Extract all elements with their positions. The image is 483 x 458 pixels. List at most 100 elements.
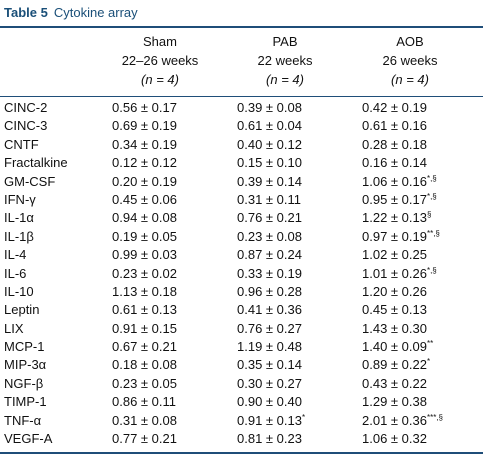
table-cell: 0.76 ± 0.21 (237, 209, 302, 227)
table-cell: 0.39 ± 0.08 (237, 99, 302, 117)
significance-marker: * (301, 412, 306, 422)
cell-value: 0.40 ± 0.12 (237, 136, 302, 152)
table-cell: 2.01 ± 0.36***,§ (362, 412, 443, 430)
table-cell: 0.96 ± 0.28 (237, 283, 302, 301)
cell-value: 0.67 ± 0.21 (112, 339, 177, 355)
cell-value: 0.81 ± 0.23 (237, 431, 302, 447)
table-cell: 0.23 ± 0.02 (112, 265, 177, 283)
cell-value: 0.61 ± 0.16 (362, 118, 427, 134)
table-cell: 0.94 ± 0.08 (112, 209, 177, 227)
cell-value: 0.99 ± 0.03 (112, 247, 177, 263)
row-label: VEGF-A (4, 431, 53, 447)
cell-value: 0.95 ± 0.17 (362, 191, 427, 207)
row-label: Fractalkine (4, 155, 68, 171)
table-row: IFN-γ 0.45 ± 0.06 0.31 ± 0.11 0.95 ± 0.17*,… (0, 191, 483, 209)
column-n: (n = 4) (141, 72, 179, 87)
cell-value: 0.31 ± 0.11 (237, 191, 301, 207)
table-title: Cytokine array (53, 5, 138, 20)
cell-value: 0.96 ± 0.28 (237, 283, 302, 299)
row-label: TIMP-1 (4, 394, 47, 410)
column-n: (n = 4) (391, 72, 429, 87)
bottom-rule (0, 452, 483, 454)
cell-value: 0.86 ± 0.11 (112, 394, 176, 410)
column-n: (n = 4) (266, 72, 304, 87)
cell-value: 0.91 ± 0.13 (237, 412, 302, 428)
header-rule (0, 96, 483, 97)
cell-value: 0.45 ± 0.06 (112, 191, 177, 207)
cell-value: 0.43 ± 0.22 (362, 375, 427, 391)
row-label: IL-4 (4, 247, 27, 263)
column-period: 22 weeks (257, 53, 313, 68)
table-cell: 0.90 ± 0.40 (237, 393, 302, 411)
table-row: CINC-3 0.69 ± 0.19 0.61 ± 0.04 0.61 ± 0.16 (0, 117, 483, 135)
cell-value: 0.30 ± 0.27 (237, 375, 302, 391)
table-row: IL-4 0.99 ± 0.03 0.87 ± 0.24 1.02 ± 0.25 (0, 246, 483, 264)
cell-value: 0.20 ± 0.19 (112, 173, 177, 189)
cell-value: 0.76 ± 0.21 (237, 210, 302, 226)
significance-marker: **,§ (426, 228, 440, 238)
table-cell: 0.95 ± 0.17*,§ (362, 191, 437, 209)
cell-value: 0.87 ± 0.24 (237, 247, 302, 263)
table-cell: 0.61 ± 0.13 (112, 301, 177, 319)
table-cell: 1.40 ± 0.09** (362, 338, 433, 356)
column-name: PAB (272, 34, 298, 49)
table-cell: 1.22 ± 0.13§ (362, 209, 431, 227)
table-cell: 0.81 ± 0.23 (237, 430, 302, 448)
table-cell: 0.23 ± 0.08 (237, 228, 302, 246)
cell-value: 1.22 ± 0.13 (362, 210, 427, 226)
significance-marker: ** (426, 339, 434, 349)
table-row: NGF-β 0.23 ± 0.05 0.30 ± 0.27 0.43 ± 0.22 (0, 375, 483, 393)
table-cell: 0.19 ± 0.05 (112, 228, 177, 246)
table-cell: 0.86 ± 0.11 (112, 393, 176, 411)
cell-value: 0.41 ± 0.36 (237, 302, 302, 318)
cell-value: 1.06 ± 0.16 (362, 173, 427, 189)
row-label: IL-6 (4, 265, 27, 281)
table-row: GM-CSF 0.20 ± 0.19 0.39 ± 0.14 1.06 ± 0.16*… (0, 173, 483, 191)
table-cell: 0.12 ± 0.12 (112, 154, 177, 172)
top-rule (0, 26, 483, 28)
table-cell: 1.20 ± 0.26 (362, 283, 427, 301)
row-label: NGF-β (4, 375, 44, 391)
table-cell: 0.16 ± 0.14 (362, 154, 427, 172)
table-cell: 0.91 ± 0.13* (237, 412, 305, 430)
table-cell: 1.02 ± 0.25 (362, 246, 427, 264)
row-label: MCP-1 (4, 339, 45, 355)
cell-value: 2.01 ± 0.36 (362, 412, 427, 428)
cell-value: 1.06 ± 0.32 (362, 431, 427, 447)
table-cell: 1.43 ± 0.30 (362, 320, 427, 338)
table-cell: 1.29 ± 0.38 (362, 393, 427, 411)
table-cell: 0.99 ± 0.03 (112, 246, 177, 264)
cell-value: 0.18 ± 0.08 (112, 357, 177, 373)
significance-marker: *,§ (426, 191, 437, 201)
cell-value: 0.69 ± 0.19 (112, 118, 177, 134)
row-label: IL-10 (4, 283, 34, 299)
table-caption: Table 5 Cytokine array (4, 5, 138, 20)
significance-marker: ***,§ (426, 412, 443, 422)
significance-marker: § (426, 210, 432, 220)
table-cell: 0.67 ± 0.21 (112, 338, 177, 356)
row-label: LIX (4, 320, 24, 336)
table-row: IL-1α 0.94 ± 0.08 0.76 ± 0.21 1.22 ± 0.13§ (0, 209, 483, 227)
column-name: Sham (143, 34, 177, 49)
cell-value: 0.23 ± 0.08 (237, 228, 302, 244)
table-cell: 0.20 ± 0.19 (112, 173, 177, 191)
cell-value: 0.31 ± 0.08 (112, 412, 177, 428)
table-row: CINC-2 0.56 ± 0.17 0.39 ± 0.08 0.42 ± 0.19 (0, 99, 483, 117)
table-cell: 0.41 ± 0.36 (237, 301, 302, 319)
table-cell: 0.56 ± 0.17 (112, 99, 177, 117)
table-row: IL-1β 0.19 ± 0.05 0.23 ± 0.08 0.97 ± 0.19**… (0, 228, 483, 246)
table-cell: 0.61 ± 0.04 (237, 117, 302, 135)
table-cell: 1.13 ± 0.18 (112, 283, 177, 301)
cell-value: 0.97 ± 0.19 (362, 228, 427, 244)
table-cell: 0.69 ± 0.19 (112, 117, 177, 135)
table-cell: 0.97 ± 0.19**,§ (362, 228, 440, 246)
table-row: IL-10 1.13 ± 0.18 0.96 ± 0.28 1.20 ± 0.26 (0, 283, 483, 301)
cell-value: 0.61 ± 0.13 (112, 302, 177, 318)
cell-value: 0.15 ± 0.10 (237, 155, 302, 171)
cell-value: 0.77 ± 0.21 (112, 431, 177, 447)
cell-value: 0.35 ± 0.14 (237, 357, 302, 373)
row-label: CINC-2 (4, 100, 48, 115)
row-label: IL-1β (4, 228, 34, 244)
column-period: 22–26 weeks (121, 53, 199, 68)
cell-value: 0.19 ± 0.05 (112, 228, 177, 244)
